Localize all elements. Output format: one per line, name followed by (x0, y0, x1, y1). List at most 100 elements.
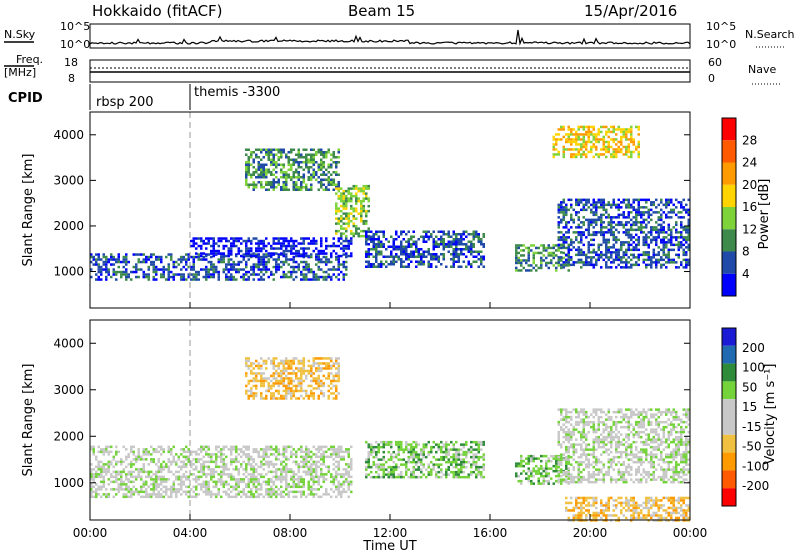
velocity-cell (325, 455, 328, 459)
power-cell (562, 238, 565, 242)
velocity-cell (347, 483, 350, 486)
power-cell (597, 138, 600, 141)
power-cell (415, 265, 418, 268)
power-cell (322, 173, 325, 176)
power-cell (515, 269, 518, 272)
velocity-cell (200, 483, 203, 486)
velocity-cell (90, 448, 93, 451)
power-cell (607, 228, 610, 232)
velocity-cell (142, 480, 145, 484)
power-cell (180, 268, 183, 271)
power-cell (337, 278, 340, 281)
power-cell (672, 243, 675, 247)
power-cell (590, 261, 593, 264)
velocity-cell (195, 485, 198, 489)
velocity-cell (337, 485, 340, 489)
velocity-cell (272, 384, 275, 388)
velocity-cell (167, 495, 170, 499)
power-cell (272, 186, 275, 189)
velocity-cell (312, 359, 315, 363)
velocity-cell (220, 448, 223, 451)
power-cell (590, 233, 593, 237)
power-cell (402, 238, 405, 241)
velocity-cell (395, 475, 398, 479)
power-cell (420, 263, 423, 266)
power-cell (597, 153, 600, 156)
velocity-cell (92, 448, 95, 451)
velocity-cell (322, 475, 325, 479)
power-cell (262, 166, 265, 169)
velocity-cell (327, 397, 330, 400)
velocity-cell (232, 485, 235, 489)
power-cell (450, 235, 453, 238)
velocity-cell (285, 473, 288, 476)
power-cell (557, 216, 560, 219)
velocity-cell (425, 445, 428, 449)
power-cell (217, 275, 220, 279)
power-cell (307, 263, 310, 266)
velocity-cell (337, 468, 340, 471)
velocity-cell (297, 384, 300, 388)
power-cell (682, 266, 685, 269)
velocity-cell (275, 470, 278, 474)
power-cell (197, 244, 200, 248)
velocity-cell (365, 465, 368, 469)
velocity-cell (260, 475, 263, 479)
velocity-cell (327, 372, 330, 375)
velocity-cell (307, 372, 310, 375)
velocity-cell (137, 450, 140, 454)
velocity-cell (380, 475, 383, 479)
power-cell (265, 173, 268, 176)
power-cell (602, 236, 605, 239)
velocity-cell (92, 473, 95, 476)
power-cell (532, 244, 535, 247)
velocity-cell (307, 455, 310, 459)
title: Hokkaido (fitACF) (92, 2, 223, 20)
velocity-cell (160, 468, 163, 471)
velocity-cell (335, 495, 338, 499)
power-cell (340, 209, 343, 213)
power-cell (282, 166, 285, 169)
velocity-cell (120, 460, 123, 464)
velocity-cell (150, 458, 153, 461)
velocity-cell (192, 450, 195, 454)
power-cell (235, 268, 238, 271)
power-cell (562, 150, 565, 154)
power-cell (370, 248, 373, 251)
power-cell (627, 243, 630, 247)
power-cell (285, 244, 288, 248)
power-cell (312, 237, 315, 240)
power-cell (677, 241, 680, 244)
power-cell (580, 145, 583, 149)
velocity-cell (247, 453, 250, 456)
velocity-cell (150, 488, 153, 491)
velocity-cell (460, 470, 463, 474)
velocity-cell (220, 480, 223, 484)
power-cell (667, 228, 670, 232)
power-ytick-label: 3000 (53, 173, 84, 187)
velocity-cell (195, 478, 198, 481)
velocity-cell (422, 448, 425, 451)
power-cell (295, 260, 298, 264)
power-cell (637, 228, 640, 232)
velocity-cell (325, 493, 328, 496)
velocity-cell (307, 473, 310, 476)
power-cell (660, 238, 663, 242)
power-cell (400, 253, 403, 256)
velocity-cell (270, 480, 273, 484)
power-cell (297, 268, 300, 271)
power-cell (632, 248, 635, 252)
power-cell (580, 248, 583, 252)
velocity-cell (292, 473, 295, 476)
power-cell (557, 261, 560, 264)
power-cell (480, 238, 483, 241)
power-cell (520, 261, 523, 265)
power-cell (637, 258, 640, 262)
power-cell (245, 244, 248, 248)
velocity-cell (162, 478, 165, 481)
velocity-cell (237, 493, 240, 496)
power-cell (482, 258, 485, 261)
power-cell (247, 247, 250, 250)
power-cell (580, 138, 583, 141)
power-cell (470, 248, 473, 251)
